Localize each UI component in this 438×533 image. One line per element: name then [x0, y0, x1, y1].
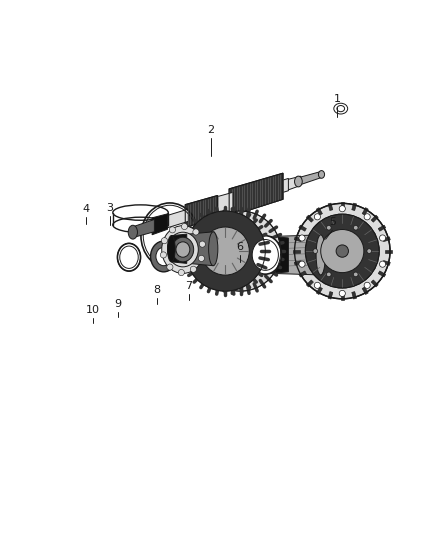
Text: 1: 1	[334, 94, 341, 104]
Ellipse shape	[162, 225, 204, 273]
Circle shape	[299, 235, 305, 241]
Circle shape	[178, 270, 184, 276]
Polygon shape	[229, 173, 283, 216]
Circle shape	[161, 238, 167, 244]
Circle shape	[339, 290, 346, 296]
Ellipse shape	[268, 237, 275, 273]
Ellipse shape	[252, 239, 279, 270]
Text: 3: 3	[106, 203, 113, 213]
Ellipse shape	[151, 241, 177, 272]
Circle shape	[185, 211, 265, 291]
Ellipse shape	[294, 176, 302, 187]
Text: 5: 5	[329, 217, 336, 227]
Circle shape	[305, 214, 379, 288]
Circle shape	[379, 261, 385, 267]
Circle shape	[201, 211, 281, 291]
Ellipse shape	[167, 232, 198, 267]
Polygon shape	[371, 215, 378, 222]
Text: 8: 8	[153, 285, 161, 295]
Circle shape	[367, 249, 371, 253]
Polygon shape	[362, 208, 368, 215]
Circle shape	[379, 235, 385, 241]
Ellipse shape	[117, 244, 141, 271]
Ellipse shape	[120, 246, 138, 269]
Polygon shape	[185, 196, 218, 228]
Ellipse shape	[128, 225, 138, 239]
Polygon shape	[299, 225, 306, 231]
Ellipse shape	[337, 106, 345, 112]
Text: 7: 7	[186, 281, 193, 290]
Circle shape	[326, 272, 331, 277]
Polygon shape	[328, 292, 333, 299]
Circle shape	[181, 223, 187, 230]
Circle shape	[364, 214, 370, 220]
Circle shape	[353, 272, 358, 277]
Text: 2: 2	[208, 125, 215, 135]
Circle shape	[167, 264, 173, 270]
Polygon shape	[272, 237, 288, 273]
Ellipse shape	[334, 103, 348, 114]
Polygon shape	[133, 220, 155, 238]
Polygon shape	[378, 225, 386, 231]
Circle shape	[170, 227, 176, 233]
Circle shape	[299, 261, 305, 267]
Circle shape	[198, 255, 205, 262]
Ellipse shape	[167, 236, 175, 262]
Circle shape	[160, 252, 166, 258]
Polygon shape	[171, 234, 187, 263]
Circle shape	[339, 206, 346, 212]
Polygon shape	[272, 235, 321, 275]
Circle shape	[193, 229, 199, 235]
Polygon shape	[328, 203, 333, 211]
Polygon shape	[385, 249, 392, 253]
Polygon shape	[171, 232, 213, 265]
Polygon shape	[248, 179, 288, 203]
Polygon shape	[316, 208, 322, 215]
Circle shape	[353, 225, 358, 230]
Polygon shape	[306, 280, 314, 287]
Polygon shape	[294, 261, 302, 265]
Circle shape	[190, 266, 196, 272]
Polygon shape	[352, 292, 357, 299]
Ellipse shape	[156, 247, 171, 265]
Polygon shape	[378, 271, 386, 277]
Polygon shape	[316, 287, 322, 295]
Circle shape	[314, 214, 321, 220]
Polygon shape	[306, 215, 314, 222]
Polygon shape	[352, 203, 357, 211]
Polygon shape	[206, 192, 233, 220]
Text: 9: 9	[115, 299, 122, 309]
Polygon shape	[294, 237, 302, 241]
Polygon shape	[293, 249, 300, 253]
Circle shape	[294, 203, 390, 299]
Polygon shape	[298, 171, 321, 185]
Polygon shape	[341, 294, 344, 301]
Ellipse shape	[172, 237, 194, 262]
Circle shape	[313, 249, 318, 253]
Polygon shape	[152, 214, 167, 235]
Circle shape	[199, 241, 205, 247]
Text: 6: 6	[236, 242, 243, 252]
Ellipse shape	[176, 242, 190, 257]
Text: 4: 4	[83, 204, 90, 214]
Polygon shape	[371, 280, 378, 287]
Ellipse shape	[316, 235, 325, 275]
Ellipse shape	[318, 171, 325, 178]
Polygon shape	[287, 176, 301, 190]
Polygon shape	[383, 237, 390, 241]
Polygon shape	[362, 287, 368, 295]
Polygon shape	[162, 209, 188, 229]
Polygon shape	[341, 202, 344, 209]
Ellipse shape	[249, 236, 282, 274]
Text: 10: 10	[86, 305, 100, 316]
Polygon shape	[299, 271, 306, 277]
Circle shape	[336, 245, 349, 257]
Circle shape	[364, 282, 370, 288]
Polygon shape	[383, 261, 390, 265]
Circle shape	[321, 230, 364, 273]
Circle shape	[314, 282, 321, 288]
Circle shape	[326, 225, 331, 230]
Circle shape	[201, 227, 249, 275]
Ellipse shape	[208, 232, 218, 265]
